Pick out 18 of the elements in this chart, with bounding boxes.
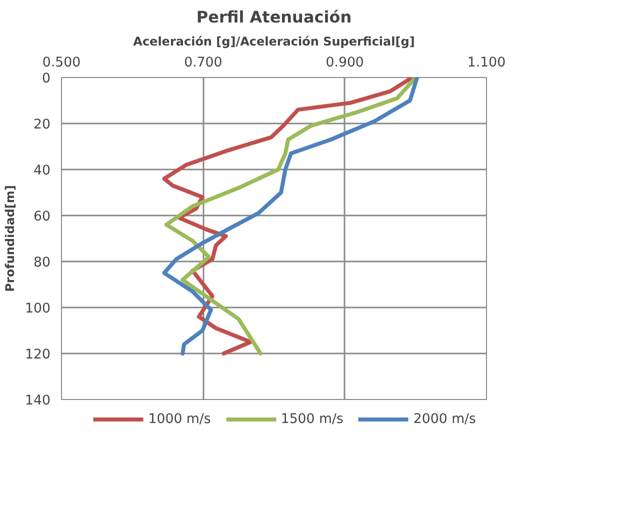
legend-label: 2000 m/s [413, 412, 476, 426]
y-axis-title: Profundidad[m] [3, 185, 18, 292]
y-tick-label: 0 [42, 72, 51, 86]
x-tick-label: 0.500 [42, 56, 81, 70]
x-tick-label: 0.900 [326, 56, 364, 70]
y-tick-label: 120 [25, 348, 51, 362]
legend-label: 1500 m/s [280, 412, 344, 426]
y-tick-label: 20 [34, 118, 51, 132]
y-tick-label: 100 [25, 302, 51, 316]
chart-title: Perfil Atenuación [196, 8, 352, 26]
legend-label: 1000 m/s [148, 412, 211, 426]
x-tick-label: 0.700 [184, 56, 222, 70]
y-tick-label: 60 [34, 210, 51, 224]
x-tick-label: 1.100 [467, 56, 506, 70]
y-tick-label: 80 [34, 256, 51, 270]
x-axis-title: Aceleración [g]/Aceleración Superficial[g] [133, 34, 415, 48]
y-tick-label: 40 [34, 164, 51, 178]
y-tick-label: 140 [25, 394, 51, 408]
